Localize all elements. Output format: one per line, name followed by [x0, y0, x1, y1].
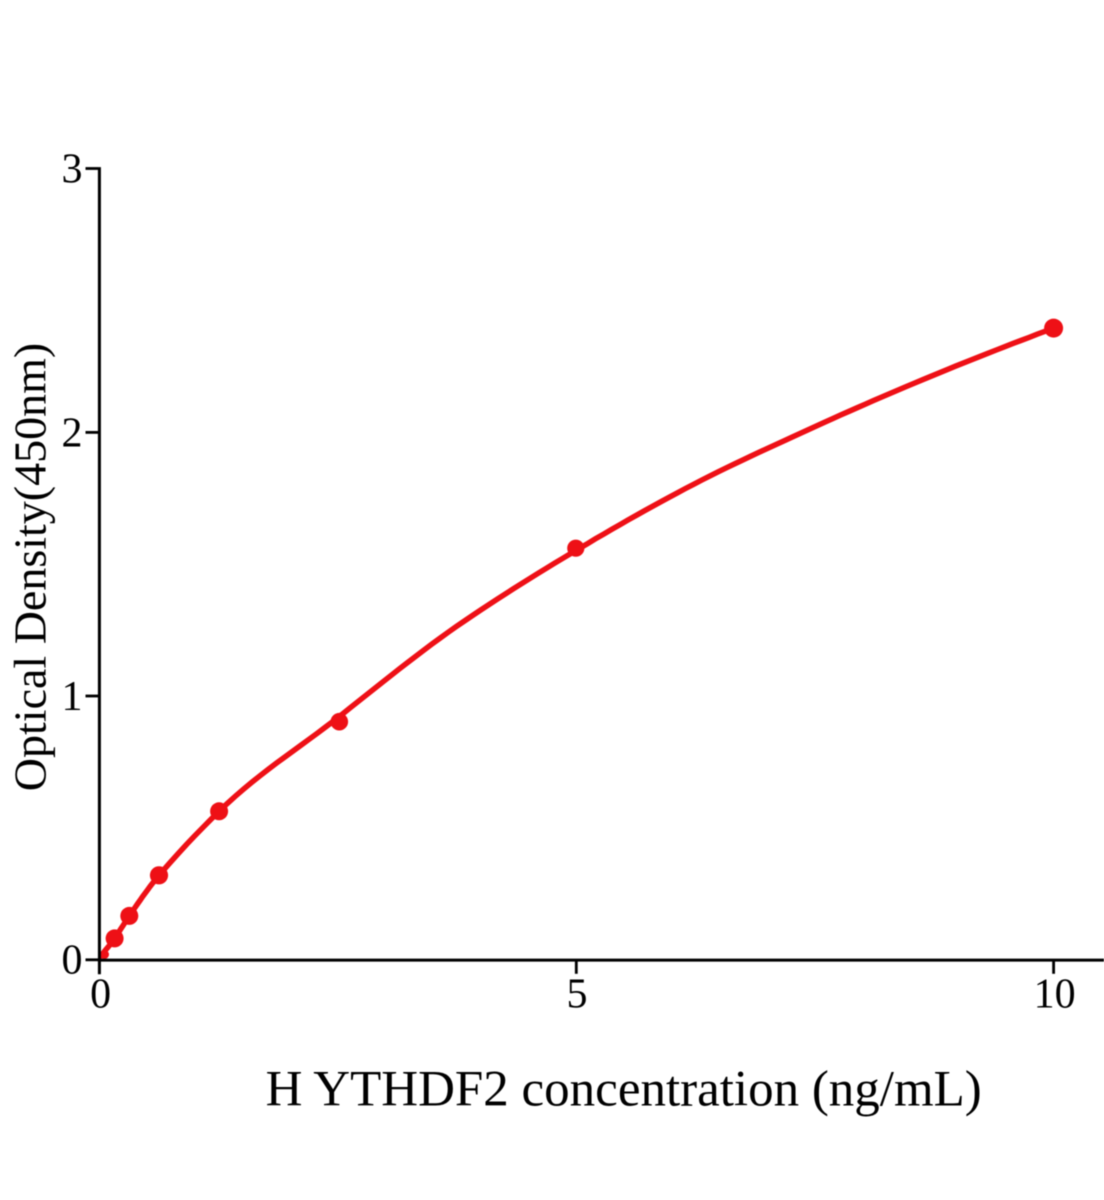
svg-text:5: 5: [567, 972, 588, 1018]
svg-text:H YTHDF2 concentration (ng/mL): H YTHDF2 concentration (ng/mL): [266, 1061, 982, 1117]
svg-text:0: 0: [90, 972, 111, 1018]
svg-text:0: 0: [62, 938, 83, 984]
svg-text:2: 2: [62, 410, 83, 456]
svg-text:10: 10: [1034, 972, 1076, 1018]
svg-text:Optical Density(450nm): Optical Density(450nm): [4, 343, 55, 791]
svg-text:3: 3: [62, 146, 83, 192]
svg-text:1: 1: [62, 674, 83, 720]
